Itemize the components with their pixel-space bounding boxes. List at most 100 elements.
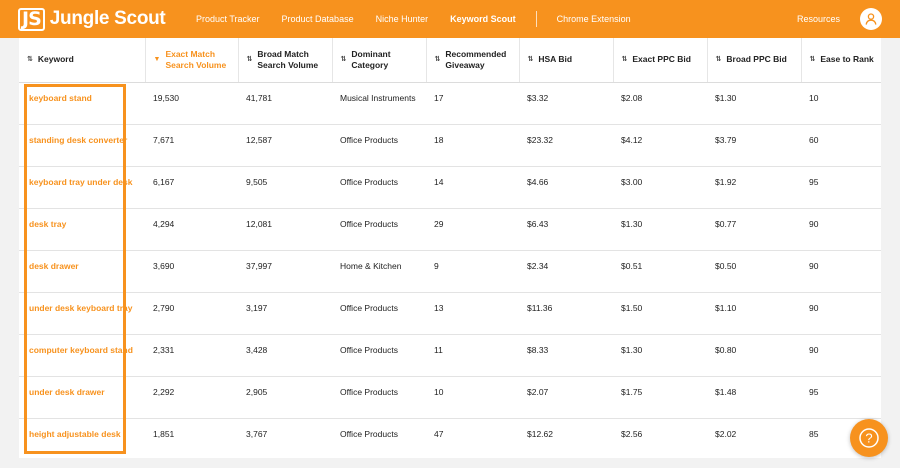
sort-icon[interactable]: ⇅ [246, 55, 253, 63]
column-header-8[interactable]: ⇅ Ease to Rank [800, 38, 881, 83]
scrollbar-track[interactable] [881, 38, 900, 458]
table-cell: $2.34 [519, 250, 613, 293]
table-cell: $1.10 [707, 292, 801, 335]
keyword-link[interactable]: under desk drawer [19, 376, 145, 419]
jungle-scout-logo[interactable]: JS Jungle Scout [18, 7, 168, 31]
keyword-link[interactable]: keyboard stand [19, 82, 145, 125]
table-cell: $3.32 [519, 82, 613, 125]
sort-icon[interactable]: ⇅ [434, 55, 441, 63]
nav-divider [535, 11, 537, 27]
table-row[interactable]: keyboard tray under desk 6,167 9,505 Office… [19, 166, 881, 209]
table-row[interactable]: under desk drawer 2,292 2,905 Office Produc… [19, 376, 881, 419]
table-cell: 3,690 [145, 250, 238, 293]
table-cell: $1.30 [613, 334, 707, 377]
table-row[interactable]: desk tray 4,294 12,081 Office Products 29 $6.… [19, 208, 881, 251]
column-header-2[interactable]: ⇅ Broad Match Search Volume [237, 38, 332, 83]
table-cell: $1.48 [707, 376, 801, 419]
table-cell: $6.43 [519, 208, 613, 251]
table-cell: 47 [426, 418, 519, 458]
table-cell: $2.02 [707, 418, 801, 458]
table-cell: 29 [426, 208, 519, 251]
nav-item-niche-hunter[interactable]: Niche Hunter [375, 14, 429, 24]
keyword-link[interactable]: computer keyboard stand [19, 334, 145, 377]
table-cell: 90 [801, 208, 881, 251]
sort-icon[interactable]: ⇅ [527, 55, 534, 63]
sort-descending-icon[interactable]: ▼ [153, 55, 161, 63]
keyword-results-table: ⇅ Keyword ▼ Exact Match Search Volume ⇅ Broad… [19, 38, 881, 458]
table-cell: 3,428 [238, 334, 332, 377]
sort-icon[interactable]: ⇅ [340, 55, 347, 63]
help-button[interactable]: ? [850, 419, 888, 457]
column-header-4[interactable]: ⇅ Recommended Giveaway [425, 38, 519, 83]
main-nav: Product Tracker Product Database Niche H… [185, 0, 642, 38]
table-cell: $4.66 [519, 166, 613, 209]
column-header-7[interactable]: ⇅ Broad PPC Bid [706, 38, 801, 83]
table-cell: $1.30 [613, 208, 707, 251]
nav-item-product-database[interactable]: Product Database [281, 14, 354, 24]
table-cell: 7,671 [145, 124, 238, 167]
top-navigation-bar: JS Jungle Scout Product Tracker Product … [0, 0, 900, 38]
table-row[interactable]: computer keyboard stand 2,331 3,428 Office … [19, 334, 881, 377]
table-cell: 90 [801, 292, 881, 335]
table-row[interactable]: under desk keyboard tray 2,790 3,197 Office… [19, 292, 881, 335]
column-header-label: Broad Match Search Volume [257, 48, 319, 70]
table-row[interactable]: desk drawer 3,690 37,997 Home & Kitchen 9 $2.… [19, 250, 881, 293]
keyword-link[interactable]: desk drawer [19, 250, 145, 293]
user-account-button[interactable] [860, 8, 882, 30]
sort-icon[interactable]: ⇅ [27, 55, 33, 63]
table-cell: 2,790 [145, 292, 238, 335]
table-row[interactable]: keyboard stand 19,530 41,781 Musical Instru… [19, 82, 881, 125]
table-header-row: ⇅ Keyword ▼ Exact Match Search Volume ⇅ Broad… [19, 38, 881, 83]
sort-icon[interactable]: ⇅ [809, 55, 816, 63]
keyword-link[interactable]: desk tray [19, 208, 145, 251]
table-cell: 10 [426, 376, 519, 419]
table-cell: 19,530 [145, 82, 238, 125]
table-cell: Home & Kitchen [332, 250, 426, 293]
table-cell: $2.08 [613, 82, 707, 125]
table-cell: 9 [426, 250, 519, 293]
table-cell: $2.56 [613, 418, 707, 458]
table-cell: 60 [801, 124, 881, 167]
table-cell: 90 [801, 334, 881, 377]
table-cell: 12,081 [238, 208, 332, 251]
table-cell: 3,767 [238, 418, 332, 458]
column-header-label: Keyword [37, 54, 74, 65]
table-cell: 14 [426, 166, 519, 209]
nav-item-chrome-extension[interactable]: Chrome Extension [556, 14, 631, 24]
sort-icon[interactable]: ⇅ [621, 55, 628, 63]
resources-link[interactable]: Resources [796, 14, 840, 24]
table-cell: $0.50 [707, 250, 801, 293]
table-cell: $2.07 [519, 376, 613, 419]
table-cell: 10 [801, 82, 881, 125]
keyword-link[interactable]: under desk keyboard tray [19, 292, 145, 335]
keyword-link[interactable]: standing desk converter [19, 124, 145, 167]
table-cell: Office Products [332, 166, 426, 209]
table-row[interactable]: standing desk converter 7,671 12,587 Office… [19, 124, 881, 167]
table-row[interactable]: height adjustable desk 1,851 3,767 Office P… [19, 418, 881, 458]
column-header-6[interactable]: ⇅ Exact PPC Bid [612, 38, 707, 83]
table-cell: $1.75 [613, 376, 707, 419]
help-glyph: ? [865, 431, 872, 446]
column-header-label: Exact PPC Bid [632, 54, 691, 65]
nav-item-product-tracker[interactable]: Product Tracker [196, 14, 260, 24]
table-cell: 12,587 [238, 124, 332, 167]
table-cell: $11.36 [519, 292, 613, 335]
table-cell: 17 [426, 82, 519, 125]
sort-icon[interactable]: ⇅ [715, 55, 722, 63]
keyword-link[interactable]: height adjustable desk [19, 418, 145, 458]
column-header-3[interactable]: ⇅ Dominant Category [331, 38, 426, 83]
table-cell: 13 [426, 292, 519, 335]
logo-mark: JS [18, 7, 45, 31]
keyword-link[interactable]: keyboard tray under desk [19, 166, 145, 209]
nav-item-keyword-scout[interactable]: Keyword Scout [450, 14, 516, 24]
table-cell: $0.77 [707, 208, 801, 251]
table-cell: $8.33 [519, 334, 613, 377]
table-cell: $0.80 [707, 334, 801, 377]
column-header-1[interactable]: ▼ Exact Match Search Volume [144, 38, 238, 83]
table-cell: 3,197 [238, 292, 332, 335]
column-header-5[interactable]: ⇅ HSA Bid [518, 38, 613, 83]
column-header-label: Ease to Rank [820, 54, 874, 65]
user-icon [865, 13, 877, 25]
column-header-label: Broad PPC Bid [726, 54, 787, 65]
column-header-0[interactable]: ⇅ Keyword [19, 38, 145, 83]
